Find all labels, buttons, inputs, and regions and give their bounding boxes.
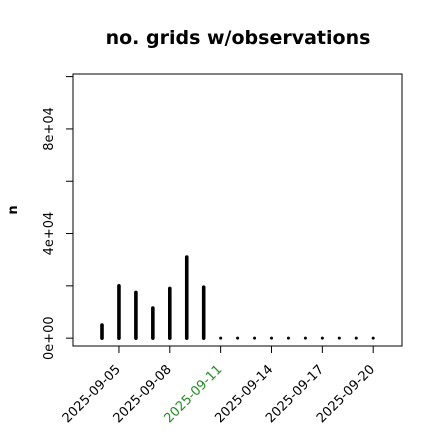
bar <box>270 336 273 340</box>
bar <box>303 336 307 340</box>
bar <box>371 336 375 340</box>
bar <box>253 336 257 340</box>
y-tick-label: 0e+00 <box>42 316 57 360</box>
chart-title: no. grids w/observations <box>106 27 371 49</box>
x-axis: 2025-09-052025-09-082025-09-112025-09-14… <box>60 345 378 426</box>
bar <box>236 336 240 340</box>
bar <box>320 336 324 340</box>
y-axis: 0e+00 4e+04 8e+04 <box>42 76 74 360</box>
y-tick-label: 4e+04 <box>42 212 57 256</box>
y-tick-label: 8e+04 <box>42 107 57 151</box>
plot-frame <box>72 73 403 347</box>
bar <box>286 336 290 340</box>
y-axis-label: n <box>6 205 21 214</box>
bar <box>219 336 223 340</box>
bar <box>337 336 341 340</box>
bars <box>100 255 375 340</box>
bar <box>354 336 358 340</box>
